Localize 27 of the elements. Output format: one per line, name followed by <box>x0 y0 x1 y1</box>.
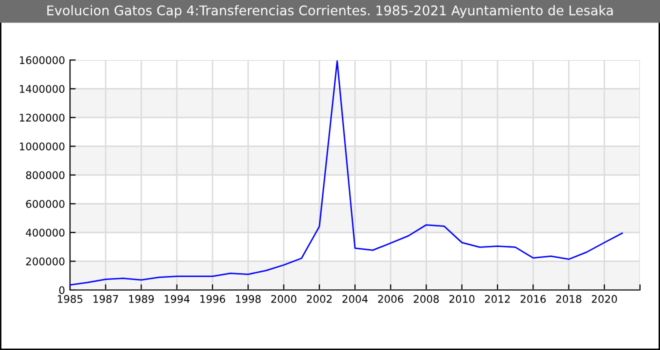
x-tick-label: 2012 <box>485 295 510 303</box>
y-tick-label: 1400000 <box>20 84 64 93</box>
y-tick-label: 1000000 <box>20 142 64 150</box>
x-tick-label: 1998 <box>236 295 261 303</box>
x-tick-label: 2004 <box>342 295 368 303</box>
x-tick-label: 2020 <box>592 295 617 303</box>
x-tick-label: 2016 <box>520 295 546 303</box>
x-tick-label: 2002 <box>306 295 332 303</box>
y-tick-label: 1600000 <box>20 56 64 64</box>
y-tick-label: 1200000 <box>20 114 64 122</box>
x-tick-label: 2010 <box>449 295 474 303</box>
x-tick-label: 1985 <box>58 295 82 303</box>
y-tick-label: 200000 <box>26 257 64 266</box>
x-tick-label: 2008 <box>414 295 439 303</box>
y-tick-label: 800000 <box>26 171 64 180</box>
y-tick-label: 600000 <box>26 200 64 208</box>
y-tick-label: 0 <box>59 286 64 294</box>
x-tick-label: 2018 <box>556 295 582 303</box>
x-tick-label: 1989 <box>129 295 154 303</box>
x-tick-label: 1994 <box>164 295 190 303</box>
x-tick-label: 2000 <box>271 295 296 303</box>
x-tick-label: 1987 <box>94 295 118 303</box>
x-tick-label: 2006 <box>378 295 404 303</box>
line-series <box>70 60 623 286</box>
chart-title: Evolucion Gatos Cap 4:Transferencias Corrientes. 1985-2021 Ayuntamiento de Lesaka <box>47 5 613 18</box>
x-tick-label: 1996 <box>200 295 226 303</box>
y-tick-label: 400000 <box>26 228 64 237</box>
